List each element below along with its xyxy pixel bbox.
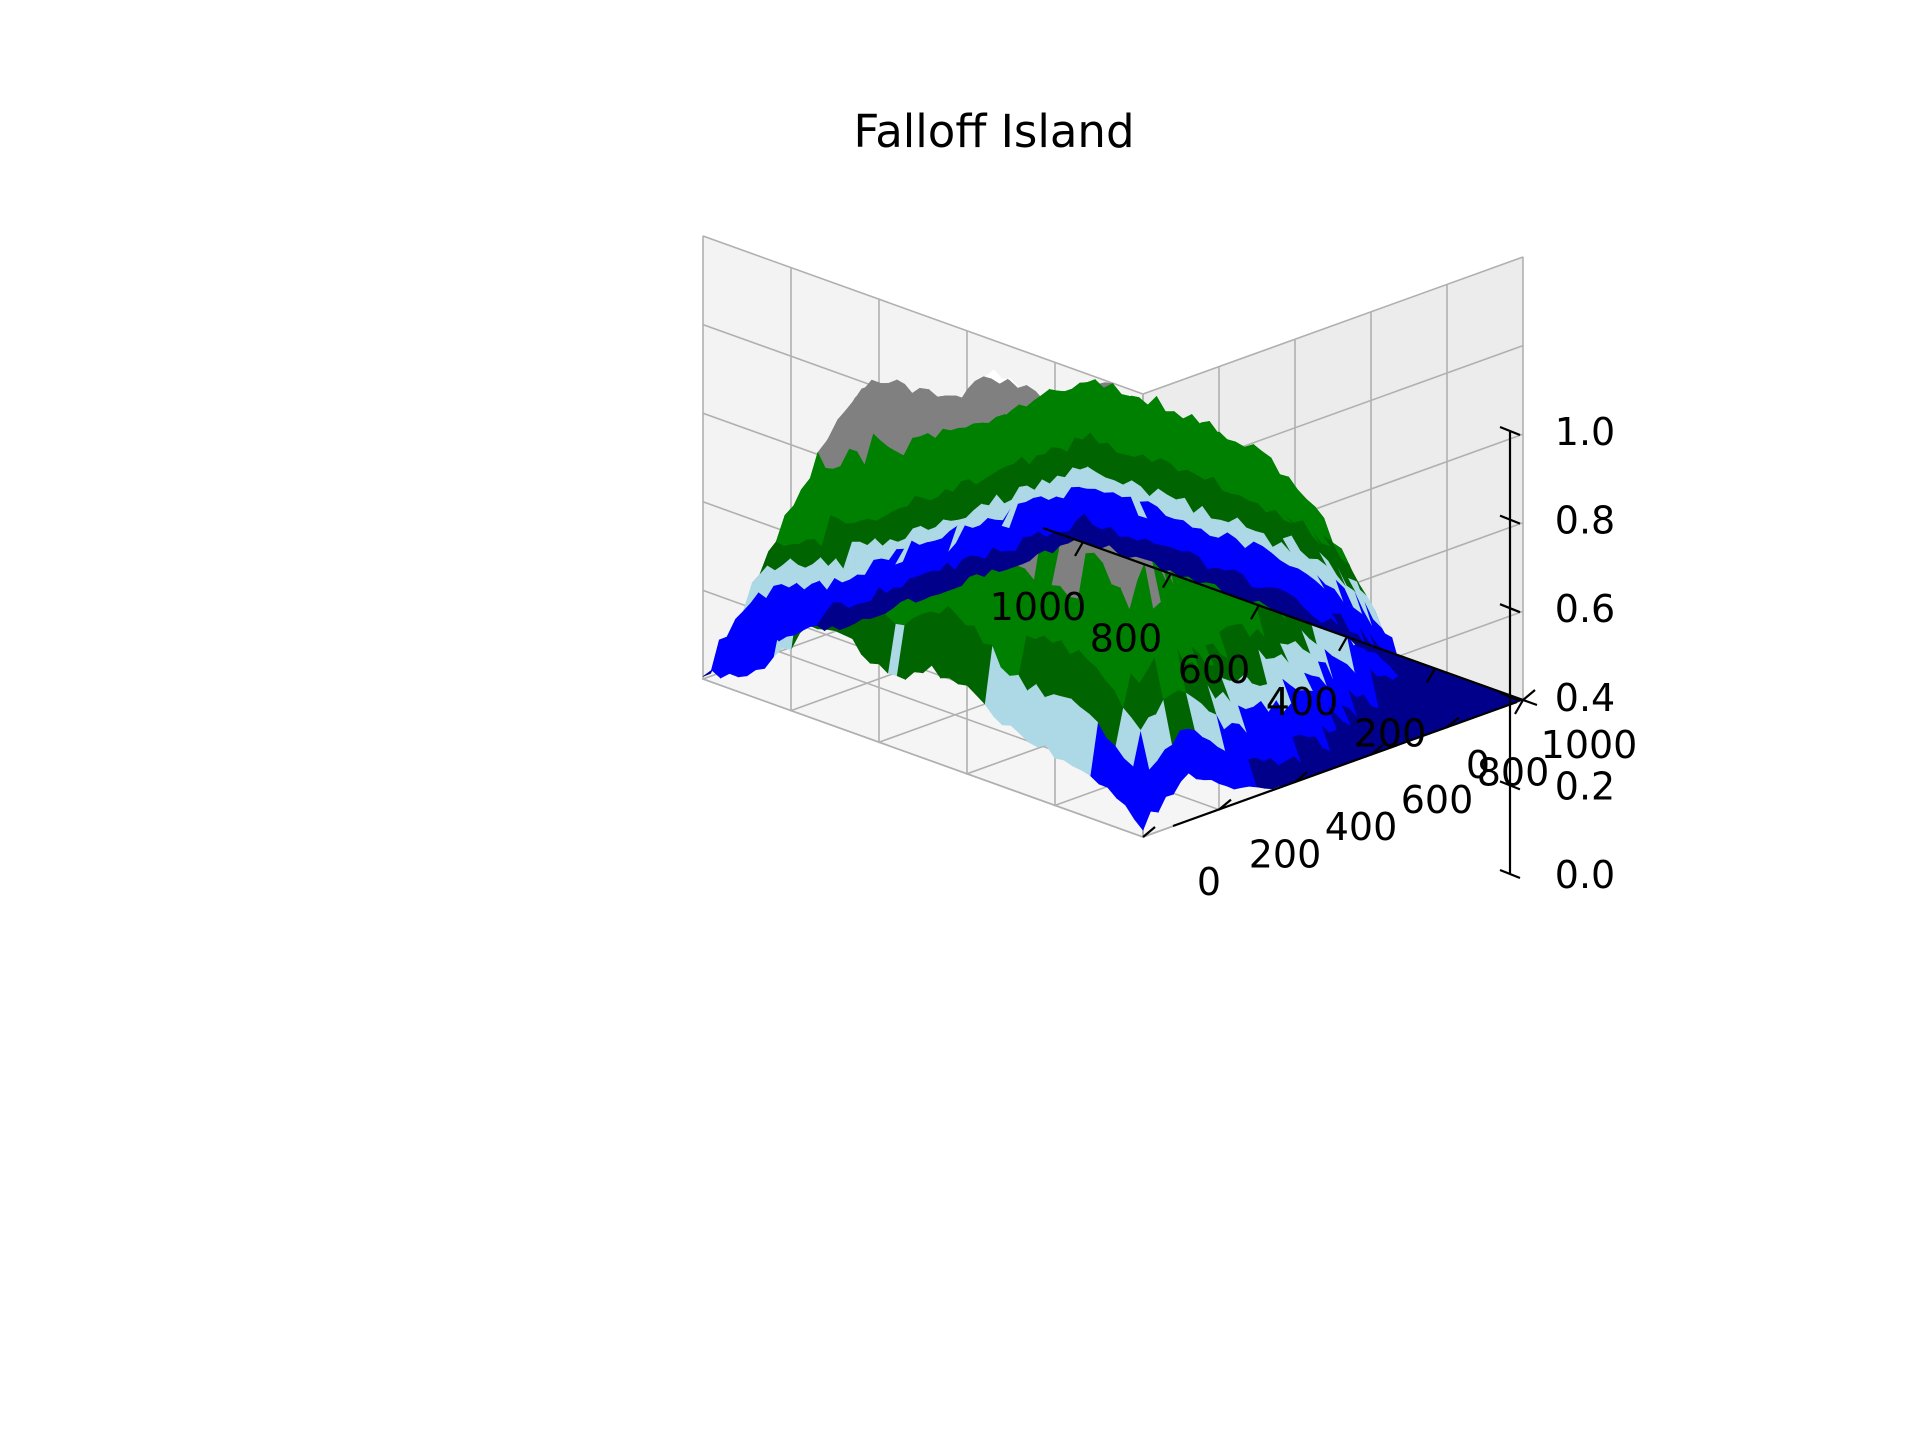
x-tick-label: 1000 xyxy=(990,585,1087,629)
z-tick-label: 1.0 xyxy=(1555,410,1615,454)
x-tick-label: 600 xyxy=(1178,648,1251,692)
chart-title: Falloff Island xyxy=(853,105,1134,158)
x-tick xyxy=(1162,573,1172,589)
z-tick xyxy=(1499,691,1521,702)
z-tick xyxy=(1499,603,1521,614)
y-tick xyxy=(1294,771,1308,784)
x-tick xyxy=(1250,604,1260,620)
y-tick-label: 200 xyxy=(1249,833,1322,877)
x-tick xyxy=(1514,699,1524,715)
z-tick xyxy=(1499,780,1521,791)
z-tick-label: 0.2 xyxy=(1555,764,1615,808)
z-tick xyxy=(1499,425,1521,437)
z-gridline xyxy=(702,235,1524,395)
z-tick-label: 0.6 xyxy=(1555,587,1615,631)
y-tick-label: 0 xyxy=(1197,860,1221,904)
y-axis-line xyxy=(1172,700,1518,828)
x-tick-label: 0 xyxy=(1466,743,1490,787)
y-tick xyxy=(1522,689,1536,701)
z-tick-label: 0.4 xyxy=(1555,676,1615,720)
x-tick-label: 400 xyxy=(1266,680,1339,724)
z-tick-label: 0.8 xyxy=(1555,499,1615,543)
y-tick-label: 800 xyxy=(1477,750,1550,794)
terrain-surface xyxy=(702,369,1524,831)
x-tick xyxy=(1074,541,1084,557)
y-tick xyxy=(1370,743,1384,756)
x-axis-line xyxy=(1042,526,1538,707)
y-tick-label: 1000 xyxy=(1541,723,1638,767)
y-tick-label: 400 xyxy=(1325,805,1398,849)
y-tick-label: 600 xyxy=(1401,778,1474,822)
y-tick xyxy=(1446,716,1460,729)
z-axis: 0.0 0.2 0.4 0.6 0.8 1.0 xyxy=(1499,410,1615,897)
y-tick xyxy=(1218,798,1232,811)
z-tick-label: 0.0 xyxy=(1555,853,1615,897)
x-tick-label: 800 xyxy=(1090,617,1163,661)
z-tick xyxy=(1499,868,1521,880)
z-tick xyxy=(1499,514,1521,525)
x-tick xyxy=(1338,636,1348,652)
x-tick xyxy=(1426,667,1436,683)
y-tick xyxy=(1142,826,1156,838)
